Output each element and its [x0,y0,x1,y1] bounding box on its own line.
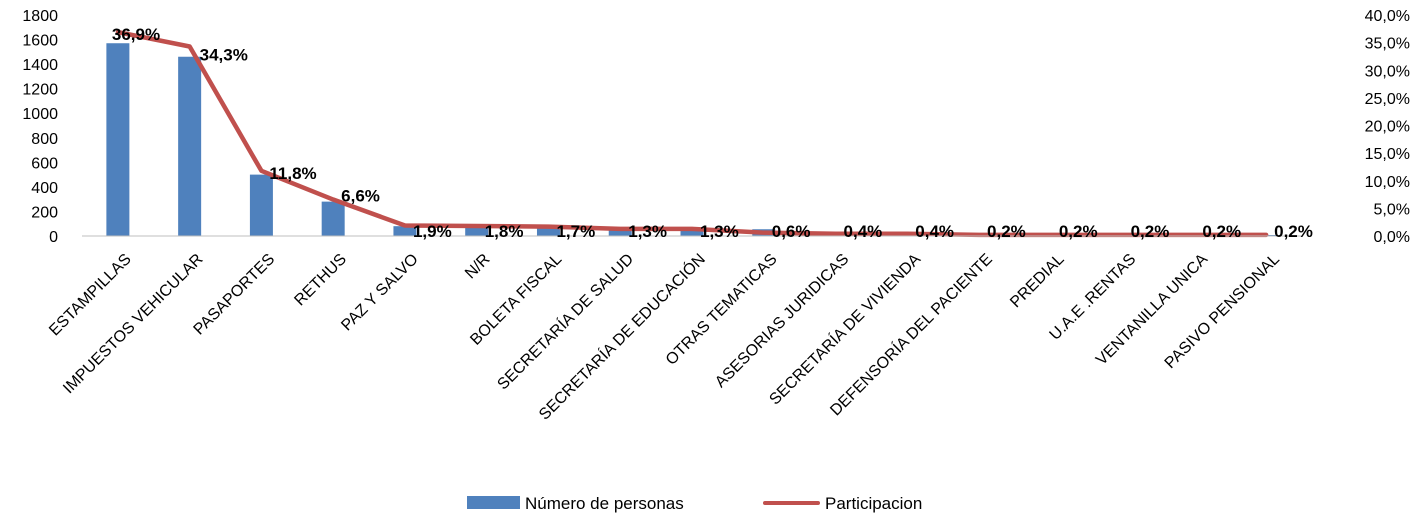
participacion-line [115,29,1269,238]
bar [321,201,345,236]
x-tick-label: PAZ Y SALVO [338,251,422,335]
left-tick-label: 1200 [22,82,58,99]
right-axis: 0,0% 5,0% 10,0% 15,0% 20,0% 25,0% 30,0% 35,0% 40… [1365,8,1410,246]
line-data-label: 1,7% [556,222,595,241]
line-data-label: 0,2% [1202,222,1241,241]
legend-label-line: Participacion [825,494,922,513]
legend-label-bars: Número de personas [525,494,684,513]
right-tick-label: 40,0% [1365,8,1410,25]
line-series [115,29,1269,238]
line-data-label: 0,2% [987,222,1026,241]
legend: Número de personas Participacion [467,494,922,513]
left-tick-label: 1800 [22,8,58,25]
left-axis: 0 200 400 600 800 1000 1200 1400 1600 1800 [22,8,58,246]
bar [106,43,130,236]
line-data-label: 0,2% [1131,222,1170,241]
left-tick-label: 600 [31,155,58,172]
left-tick-label: 200 [31,204,58,221]
right-tick-label: 30,0% [1365,63,1410,80]
bar [465,226,489,236]
right-tick-label: 10,0% [1365,174,1410,191]
bar [608,227,632,236]
bar [680,229,704,236]
x-tick-label: ASESORIAS JURIDICAS [712,251,852,391]
x-tick-label: SECRETARÍA DE VIVIENDA [765,249,924,408]
line-data-label: 0,4% [915,222,954,241]
line-data-label: 6,6% [341,187,380,206]
line-data-label: 0,4% [844,222,883,241]
line-data-label: 1,9% [413,222,452,241]
x-tick-label: N/R [462,251,494,283]
x-tick-label: SECRETARÍA DE SALUD [493,249,637,393]
x-tick-label: IMPUESTOS VEHICULAR [60,251,206,397]
line-data-label: 36,9% [112,25,160,44]
bar-series [106,43,1278,236]
bar [178,56,202,236]
left-tick-label: 1400 [22,57,58,74]
bar [536,226,560,236]
line-data-label: 1,8% [485,222,524,241]
right-tick-label: 5,0% [1374,201,1410,218]
line-data-label: 1,3% [700,222,739,241]
line-data-label: 1,3% [628,222,667,241]
right-tick-label: 15,0% [1365,146,1410,163]
line-data-label: 0,6% [772,222,811,241]
line-data-label: 0,2% [1274,222,1313,241]
left-tick-label: 1600 [22,33,58,50]
line-data-label: 0,2% [1059,222,1098,241]
right-tick-label: 35,0% [1365,36,1410,53]
data-labels: 36,9% 34,3% 11,8% 6,6% 1,9% 1,8% 1,7% 1,3% 1,3% 0… [112,25,1313,241]
left-tick-label: 400 [31,180,58,197]
x-tick-label: RETHUS [291,251,350,310]
right-tick-label: 0,0% [1374,229,1410,246]
legend-swatch-bars [467,496,520,509]
line-data-label: 34,3% [200,45,248,64]
left-tick-label: 800 [31,131,58,148]
bar [249,174,273,236]
x-tick-label: PREDIAL [1007,251,1068,312]
bar [393,226,417,236]
left-tick-label: 0 [49,229,58,246]
right-tick-label: 25,0% [1365,91,1410,108]
left-tick-label: 1000 [22,106,58,123]
line-data-label: 11,8% [269,164,316,183]
right-tick-label: 20,0% [1365,119,1410,136]
